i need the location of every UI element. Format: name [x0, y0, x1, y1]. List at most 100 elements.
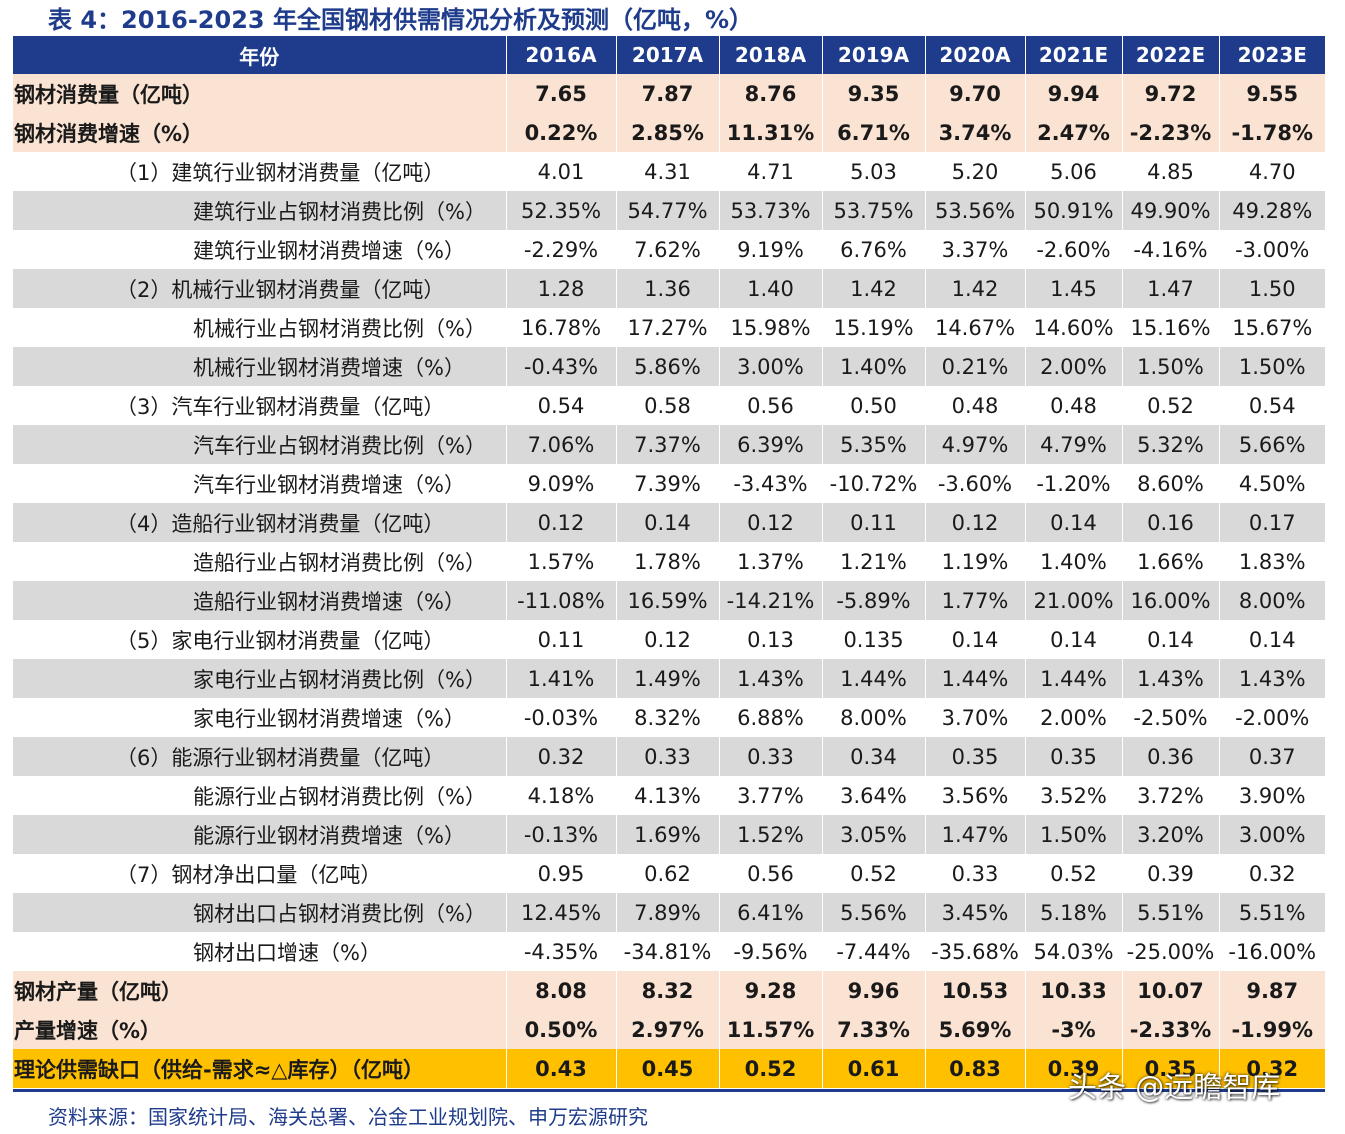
- table-cell: 2.97%: [616, 1010, 720, 1049]
- table-row: （3）汽车行业钢材消费量（亿吨） 0.54 0.58 0.56 0.50 0.48 0.48…: [13, 386, 1325, 425]
- table-cell: -14.21%: [719, 581, 823, 620]
- table-cell: 8.76: [719, 74, 823, 113]
- table-cell: 0.14: [1025, 620, 1123, 659]
- table-cell: 53.56%: [925, 191, 1026, 230]
- row-label: 造船行业占钢材消费比例（%）: [13, 542, 507, 581]
- table-cell: 2.00%: [1025, 347, 1123, 386]
- table-cell: 4.79%: [1025, 425, 1123, 464]
- table-cell: -3%: [1025, 1010, 1123, 1049]
- column-header: 2022E: [1122, 36, 1220, 74]
- table-cell: 1.45: [1025, 269, 1123, 308]
- table-cell: 1.43%: [1122, 659, 1220, 698]
- table-cell: 4.85: [1122, 152, 1220, 191]
- row-label: 能源行业钢材消费增速（%）: [13, 815, 507, 854]
- table-cell: 1.47%: [925, 815, 1026, 854]
- table-cell: 14.60%: [1025, 308, 1123, 347]
- table-cell: 0.45: [616, 1049, 720, 1088]
- table-cell: -3.60%: [925, 464, 1026, 503]
- table-cell: 3.00%: [719, 347, 823, 386]
- table-cell: -1.99%: [1219, 1010, 1325, 1049]
- row-label: （6）能源行业钢材消费量（亿吨）: [13, 737, 507, 776]
- table-row: 家电行业占钢材消费比例（%） 1.41% 1.49% 1.43% 1.44% 1.44% 1…: [13, 659, 1325, 698]
- table-cell: 1.83%: [1219, 542, 1325, 581]
- row-label: 钢材出口占钢材消费比例（%）: [13, 893, 507, 932]
- table-cell: 0.35: [1122, 1049, 1220, 1088]
- table-cell: 1.44%: [822, 659, 926, 698]
- table-cell: 9.09%: [506, 464, 617, 503]
- table-cell: 5.51%: [1122, 893, 1220, 932]
- table-cell: 0.54: [1219, 386, 1325, 425]
- table-cell: -2.23%: [1122, 113, 1220, 152]
- table-row: 钢材消费增速（%） 0.22% 2.85% 11.31% 6.71% 3.74% 2.47%…: [13, 113, 1325, 152]
- table-cell: -1.20%: [1025, 464, 1123, 503]
- table-row: （5）家电行业钢材消费量（亿吨） 0.11 0.12 0.13 0.135 0.14 0.1…: [13, 620, 1325, 659]
- table-row: （6）能源行业钢材消费量（亿吨） 0.32 0.33 0.33 0.34 0.35 0.35…: [13, 737, 1325, 776]
- table-cell: 0.12: [506, 503, 617, 542]
- table-cell: 3.90%: [1219, 776, 1325, 815]
- table-cell: -10.72%: [822, 464, 926, 503]
- table-cell: 0.32: [1219, 854, 1325, 893]
- table-cell: 5.20: [925, 152, 1026, 191]
- row-label: 理论供需缺口（供给-需求≈△库存）（亿吨）: [13, 1049, 507, 1088]
- table-cell: 1.44%: [1025, 659, 1123, 698]
- row-label: 汽车行业占钢材消费比例（%）: [13, 425, 507, 464]
- table-cell: 1.66%: [1122, 542, 1220, 581]
- column-header: 2018A: [719, 36, 823, 74]
- table-cell: 1.28: [506, 269, 617, 308]
- table-cell: 1.37%: [719, 542, 823, 581]
- table-cell: 1.43%: [719, 659, 823, 698]
- table-cell: 0.52: [822, 854, 926, 893]
- table-cell: 0.39: [1025, 1049, 1123, 1088]
- table-cell: 5.06: [1025, 152, 1123, 191]
- table-cell: 52.35%: [506, 191, 617, 230]
- table-cell: 1.69%: [616, 815, 720, 854]
- table-cell: 1.47: [1122, 269, 1220, 308]
- table-cell: 54.03%: [1025, 932, 1123, 971]
- table-cell: 6.88%: [719, 698, 823, 737]
- table-cell: 4.70: [1219, 152, 1325, 191]
- table-cell: 0.95: [506, 854, 617, 893]
- table-cell: 16.59%: [616, 581, 720, 620]
- table-cell: 8.08: [506, 971, 617, 1010]
- table-bottom-rule: [13, 1089, 1325, 1092]
- table-cell: 1.52%: [719, 815, 823, 854]
- table-cell: 0.58: [616, 386, 720, 425]
- table-cell: 0.52: [719, 1049, 823, 1088]
- row-label: （2）机械行业钢材消费量（亿吨）: [13, 269, 507, 308]
- table-cell: -2.60%: [1025, 230, 1123, 269]
- table-row: 家电行业钢材消费增速（%） -0.03% 8.32% 6.88% 8.00% 3.70% 2…: [13, 698, 1325, 737]
- table-cell: -4.16%: [1122, 230, 1220, 269]
- table-cell: 11.31%: [719, 113, 823, 152]
- table-cell: 0.56: [719, 854, 823, 893]
- row-label: 钢材产量（亿吨）: [13, 971, 507, 1010]
- table-cell: 9.94: [1025, 74, 1123, 113]
- table-cell: 6.41%: [719, 893, 823, 932]
- table-cell: 7.87: [616, 74, 720, 113]
- row-label: 钢材消费量（亿吨）: [13, 74, 507, 113]
- table-cell: 0.35: [1025, 737, 1123, 776]
- table-cell: 1.78%: [616, 542, 720, 581]
- table-cell: 0.14: [616, 503, 720, 542]
- table-cell: 0.135: [822, 620, 926, 659]
- table-cell: 1.43%: [1219, 659, 1325, 698]
- table-row: 理论供需缺口（供给-需求≈△库存）（亿吨） 0.43 0.45 0.52 0.61 0.8…: [13, 1049, 1325, 1088]
- column-header: 2020A: [925, 36, 1026, 74]
- table-cell: 53.75%: [822, 191, 926, 230]
- row-label: 建筑行业占钢材消费比例（%）: [13, 191, 507, 230]
- table-cell: 1.50%: [1025, 815, 1123, 854]
- table-cell: 12.45%: [506, 893, 617, 932]
- table-row: （2）机械行业钢材消费量（亿吨） 1.28 1.36 1.40 1.42 1.42 1.45…: [13, 269, 1325, 308]
- table-cell: -3.43%: [719, 464, 823, 503]
- table-row: 能源行业占钢材消费比例（%） 4.18% 4.13% 3.77% 3.64% 3.56% 3…: [13, 776, 1325, 815]
- table-cell: -1.78%: [1219, 113, 1325, 152]
- table-cell: 2.00%: [1025, 698, 1123, 737]
- table-cell: 5.56%: [822, 893, 926, 932]
- table-cell: 0.16: [1122, 503, 1220, 542]
- table-row: 汽车行业钢材消费增速（%） 9.09% 7.39% -3.43% -10.72% -3.6…: [13, 464, 1325, 503]
- table-cell: 16.78%: [506, 308, 617, 347]
- row-label: 机械行业钢材消费增速（%）: [13, 347, 507, 386]
- table-cell: 0.14: [1219, 620, 1325, 659]
- table-cell: -4.35%: [506, 932, 617, 971]
- table-cell: 0.34: [822, 737, 926, 776]
- table-row: 钢材出口增速（%） -4.35% -34.81% -9.56% -7.44% -35.68…: [13, 932, 1325, 971]
